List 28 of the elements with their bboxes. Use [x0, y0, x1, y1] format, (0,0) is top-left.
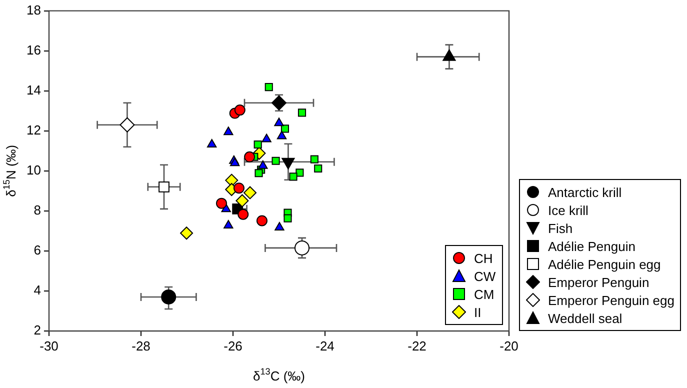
legend-label: CM: [474, 286, 494, 302]
legend-label: Weddell seal: [548, 310, 622, 326]
legend-label: Adélie Penguin: [548, 238, 636, 254]
x-tick-label: -24: [316, 338, 334, 354]
y-tick-label: 2: [34, 322, 41, 338]
y-tick-label: 10: [26, 162, 41, 178]
x-tick-label: -20: [500, 338, 518, 354]
x-tick-label: -26: [224, 338, 242, 354]
y-tick-label: 18: [26, 2, 41, 18]
y-axis-title: δ15N (‰): [1, 144, 19, 197]
x-tick-label: -30: [40, 338, 58, 354]
y-tick-label: 4: [34, 282, 41, 298]
legend-label: Antarctic krill: [548, 184, 622, 200]
legend-label: CH: [474, 250, 493, 266]
y-tick-label: 6: [34, 242, 41, 258]
legend-label: CW: [474, 268, 496, 284]
y-tick-label: 14: [26, 82, 41, 98]
legend-label: Fish: [548, 220, 573, 236]
legend-label: Ice krill: [548, 202, 588, 218]
y-tick-label: 8: [34, 202, 41, 218]
legend-label: Adélie Penguin egg: [548, 256, 661, 272]
y-tick-label: 16: [26, 42, 41, 58]
y-tick-label: 12: [26, 122, 41, 138]
x-tick-label: -28: [132, 338, 150, 354]
legend-label: Emperor Penguin egg: [548, 292, 674, 308]
legend-label: II: [474, 304, 482, 320]
x-tick-label: -22: [408, 338, 426, 354]
legend-label: Emperor Penguin: [548, 274, 650, 290]
